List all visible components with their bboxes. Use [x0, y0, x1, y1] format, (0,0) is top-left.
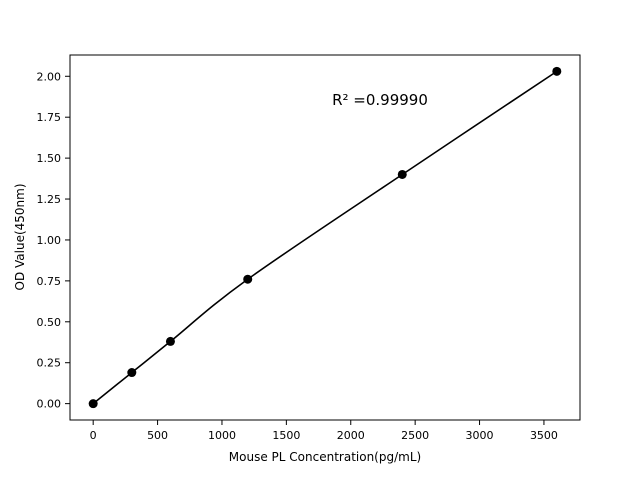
y-tick-label: 0.75: [37, 275, 62, 288]
y-tick-label: 1.75: [37, 111, 62, 124]
data-point-marker: [552, 66, 562, 76]
x-tick-label: 2500: [401, 429, 429, 442]
y-tick-label: 0.50: [37, 316, 62, 329]
x-tick-label: 2000: [337, 429, 365, 442]
x-tick-label: 3500: [530, 429, 558, 442]
data-point-marker: [127, 368, 137, 378]
fit-curve-path: [92, 70, 558, 405]
fit-curve: [92, 70, 558, 405]
data-point-marker: [88, 399, 98, 409]
data-points: [88, 66, 562, 409]
x-axis-label: Mouse PL Concentration(pg/mL): [229, 450, 421, 464]
x-tick-label: 1000: [208, 429, 236, 442]
y-tick-label: 1.50: [37, 152, 62, 165]
data-point-marker: [397, 169, 407, 179]
y-axis-label: OD Value(450nm): [13, 183, 27, 290]
x-tick-label: 0: [90, 429, 97, 442]
x-tick-label: 3000: [466, 429, 494, 442]
x-tick-label: 1500: [272, 429, 300, 442]
y-tick-label: 0.00: [37, 398, 62, 411]
y-tick-label: 2.00: [37, 70, 62, 83]
plot-frame: [69, 54, 581, 421]
data-point-marker: [243, 274, 253, 284]
x-axis-ticks: 0 500 1000 1500 2000 2500 3000 3500: [90, 420, 558, 442]
x-tick-label: 500: [147, 429, 168, 442]
y-tick-label: 1.00: [37, 234, 62, 247]
y-tick-label: 0.25: [37, 357, 62, 370]
y-tick-label: 1.25: [37, 193, 62, 206]
y-axis-ticks: 0.00 0.25 0.50 0.75 1.00 1.25 1.50 1.75 2.00: [37, 70, 70, 411]
data-point-marker: [165, 336, 175, 346]
r-squared-annotation: R² =0.99990: [332, 91, 428, 109]
